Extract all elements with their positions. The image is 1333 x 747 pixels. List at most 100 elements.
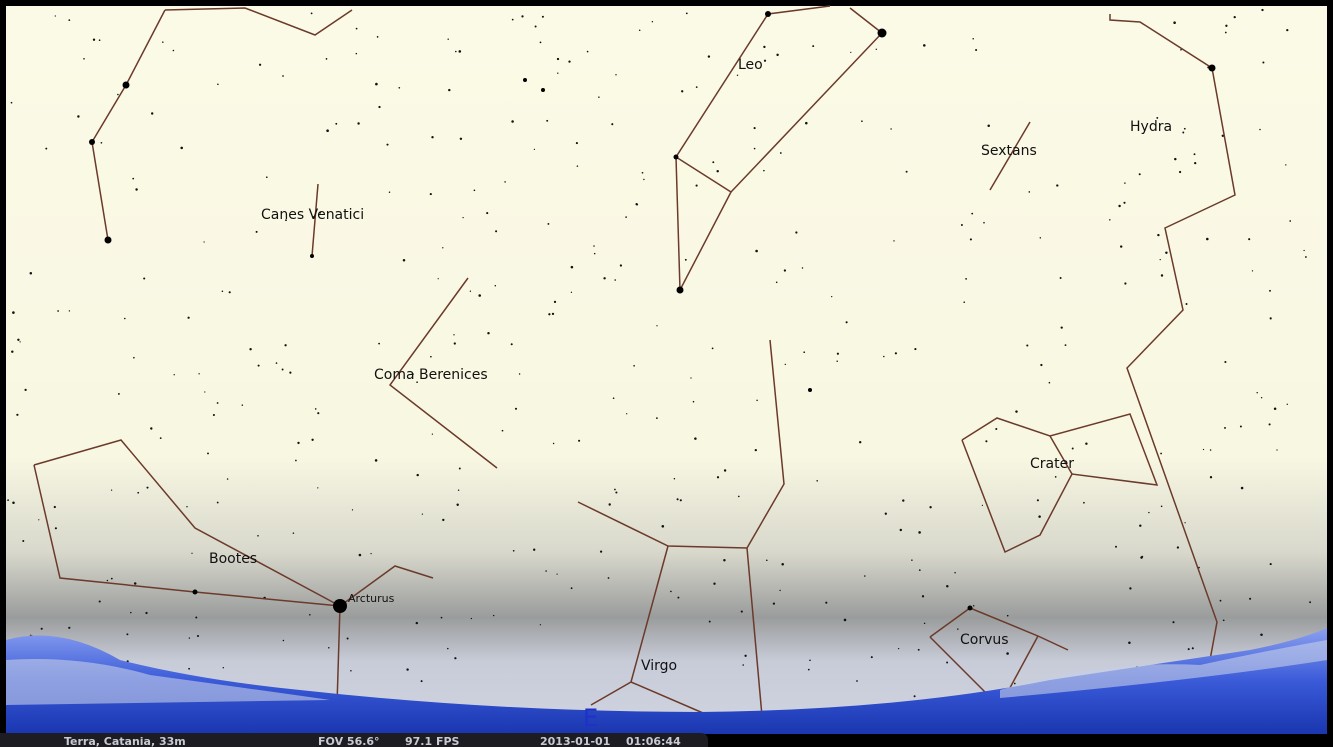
star — [429, 193, 432, 196]
star — [1224, 426, 1226, 429]
star — [137, 491, 140, 494]
star — [843, 618, 847, 622]
star — [681, 90, 684, 93]
star — [1039, 237, 1042, 239]
star — [442, 518, 445, 522]
star — [355, 27, 358, 30]
star — [626, 413, 628, 415]
star — [117, 392, 120, 395]
star — [317, 487, 319, 489]
star — [370, 552, 372, 555]
star — [98, 39, 101, 42]
star — [547, 222, 550, 225]
star — [7, 499, 9, 501]
star — [357, 122, 360, 125]
star — [98, 600, 101, 603]
star — [1303, 249, 1305, 252]
star — [1124, 282, 1127, 285]
star — [883, 355, 885, 358]
star — [1124, 182, 1126, 184]
star — [870, 656, 873, 659]
star — [656, 325, 658, 327]
star — [19, 341, 21, 343]
star — [1013, 682, 1016, 685]
star — [1071, 447, 1074, 450]
star — [191, 552, 193, 554]
star — [447, 38, 449, 40]
star — [905, 170, 908, 173]
star — [556, 57, 560, 61]
star — [430, 355, 432, 358]
star — [972, 38, 974, 40]
star — [1059, 277, 1062, 279]
star — [1269, 317, 1272, 320]
star — [420, 680, 423, 683]
star — [1129, 587, 1132, 590]
star — [150, 427, 153, 430]
star — [545, 570, 547, 572]
constellation-label: Leo — [738, 57, 763, 73]
star — [1148, 511, 1150, 514]
star — [816, 480, 818, 482]
star — [894, 352, 898, 355]
star — [378, 105, 381, 109]
star — [514, 407, 518, 410]
star — [281, 368, 284, 371]
star — [416, 381, 418, 384]
star — [458, 467, 461, 470]
star — [776, 53, 779, 57]
star — [755, 249, 758, 253]
star — [378, 342, 380, 345]
star — [512, 549, 515, 552]
status-date: 2013-01-01 — [540, 735, 610, 747]
star — [375, 82, 378, 86]
star — [486, 212, 489, 215]
star — [1054, 476, 1057, 478]
star — [685, 12, 688, 15]
star — [326, 129, 329, 132]
star — [40, 627, 43, 630]
star — [539, 624, 542, 626]
star — [690, 377, 692, 379]
star — [478, 294, 481, 297]
star — [763, 59, 767, 62]
star — [510, 343, 513, 346]
star — [836, 360, 838, 363]
star — [212, 413, 215, 417]
star — [106, 579, 109, 582]
star — [398, 86, 401, 89]
star — [1123, 201, 1126, 204]
star — [180, 146, 183, 150]
star — [431, 136, 434, 139]
star — [454, 50, 457, 53]
star — [469, 290, 472, 292]
star — [1174, 157, 1177, 161]
star — [207, 452, 209, 455]
star — [440, 616, 443, 619]
star — [186, 506, 188, 508]
star — [1115, 545, 1117, 548]
constellation-lines — [29, 5, 1236, 717]
star — [795, 231, 798, 234]
star — [1304, 256, 1307, 258]
star — [845, 321, 848, 324]
star — [1187, 648, 1190, 651]
star — [890, 128, 892, 130]
constellation-label: Coma Berenices — [374, 367, 488, 383]
star — [1157, 233, 1160, 237]
star — [77, 115, 80, 118]
star — [1159, 258, 1161, 261]
star — [133, 582, 137, 585]
star — [1286, 403, 1288, 405]
star — [221, 290, 224, 292]
star — [150, 112, 154, 115]
star — [661, 525, 665, 528]
star — [625, 216, 627, 218]
star — [282, 75, 284, 77]
star — [971, 212, 974, 215]
star — [1193, 153, 1196, 156]
star — [1219, 599, 1222, 602]
star — [132, 177, 135, 180]
star — [1221, 134, 1225, 138]
star — [284, 344, 287, 347]
